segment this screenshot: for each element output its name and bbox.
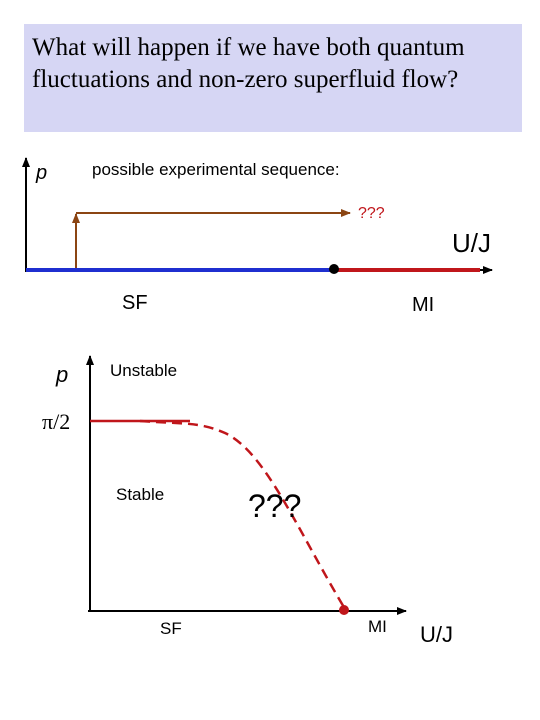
stable-label: Stable [116,485,165,504]
title-line-1: What will happen if we have both quantum [32,34,465,61]
bottom-unknown-label: ??? [248,488,302,524]
bottom-x-axis-label: U/J [420,622,453,647]
unstable-label: Unstable [110,361,178,380]
top-p-label: p [36,162,48,184]
mi-region-label: MI [412,294,435,316]
stability-boundary [139,419,347,610]
sf-region-label: SF [122,292,148,314]
bottom-p-label: p [56,362,69,387]
bottom-sf-label: SF [160,619,182,638]
sequence-caption: possible experimental sequence: [92,160,340,179]
bottom-mi-label: MI [368,617,387,636]
critical-point [329,264,339,274]
slide-title: What will happen if we have both quantum… [32,32,518,96]
title-box: What will happen if we have both quantum… [24,24,522,132]
mi-transition-point [339,605,349,615]
title-line-2: fluctuations and non-zero superfluid flo… [32,66,459,93]
top-x-axis-label: U/J [452,228,491,258]
pi-half-label: π/2 [42,409,71,434]
top-unknown-label: ??? [358,205,385,222]
